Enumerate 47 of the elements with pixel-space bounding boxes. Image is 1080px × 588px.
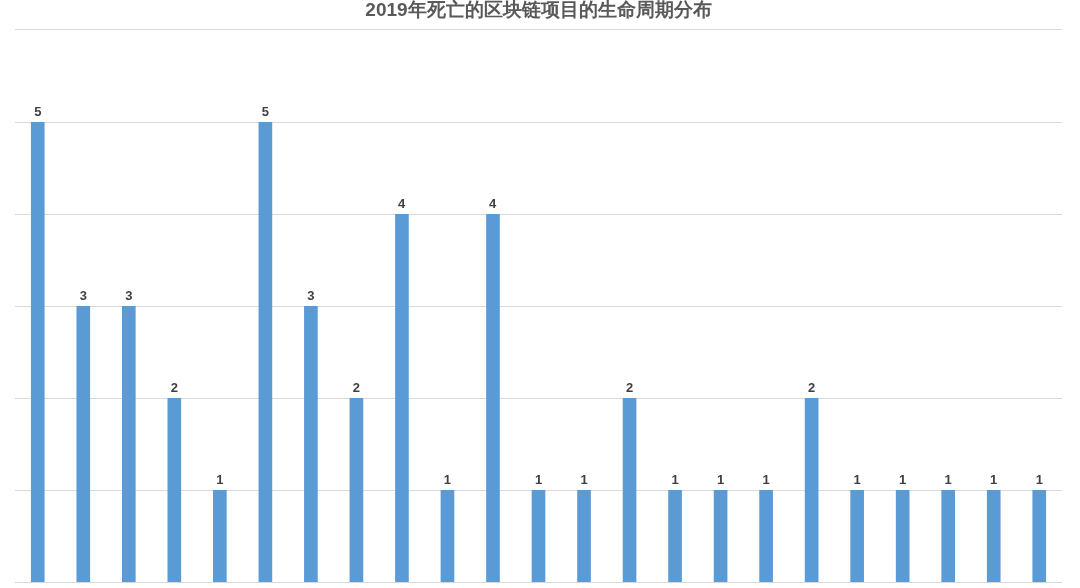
bar — [395, 214, 409, 582]
bar — [895, 490, 910, 582]
bar — [440, 490, 455, 582]
data-label: 5 — [261, 104, 269, 119]
data-label: 1 — [990, 472, 998, 487]
bar — [121, 306, 136, 582]
data-label: 3 — [79, 288, 87, 303]
bar — [941, 490, 956, 582]
bar — [622, 398, 637, 582]
bar — [167, 398, 182, 582]
bar — [531, 490, 546, 582]
bar — [804, 398, 819, 582]
bar — [1032, 490, 1047, 582]
bar — [258, 122, 273, 582]
bar — [76, 306, 91, 582]
bar — [577, 490, 591, 582]
data-label: 1 — [580, 472, 588, 487]
bar — [668, 490, 682, 582]
data-label: 1 — [716, 472, 725, 487]
data-label: 2 — [170, 380, 178, 395]
data-label: 2 — [352, 380, 361, 395]
bar — [986, 490, 1001, 582]
data-label: 2 — [808, 380, 816, 395]
data-label: 4 — [488, 196, 497, 211]
bar — [850, 490, 864, 582]
data-label: 4 — [397, 196, 406, 211]
data-label: 5 — [34, 104, 42, 119]
data-label: 1 — [1035, 472, 1043, 487]
bar — [213, 490, 227, 582]
data-label: 1 — [671, 472, 679, 487]
bar — [759, 490, 773, 582]
data-label: 1 — [216, 472, 224, 487]
chart-title: 2019年死亡的区块链项目的生命周期分布 — [365, 0, 712, 21]
bar — [30, 122, 45, 582]
data-label: 1 — [853, 472, 861, 487]
data-label: 2 — [625, 380, 634, 395]
data-label: 1 — [899, 472, 907, 487]
data-label: 3 — [125, 288, 133, 303]
data-label: 1 — [944, 472, 952, 487]
data-label: 3 — [307, 288, 315, 303]
bar — [349, 398, 364, 582]
bar — [304, 306, 318, 582]
bar — [713, 490, 728, 582]
data-label: 1 — [443, 472, 452, 487]
data-label: 1 — [534, 472, 543, 487]
bar — [486, 214, 500, 582]
data-label: 1 — [762, 472, 770, 487]
